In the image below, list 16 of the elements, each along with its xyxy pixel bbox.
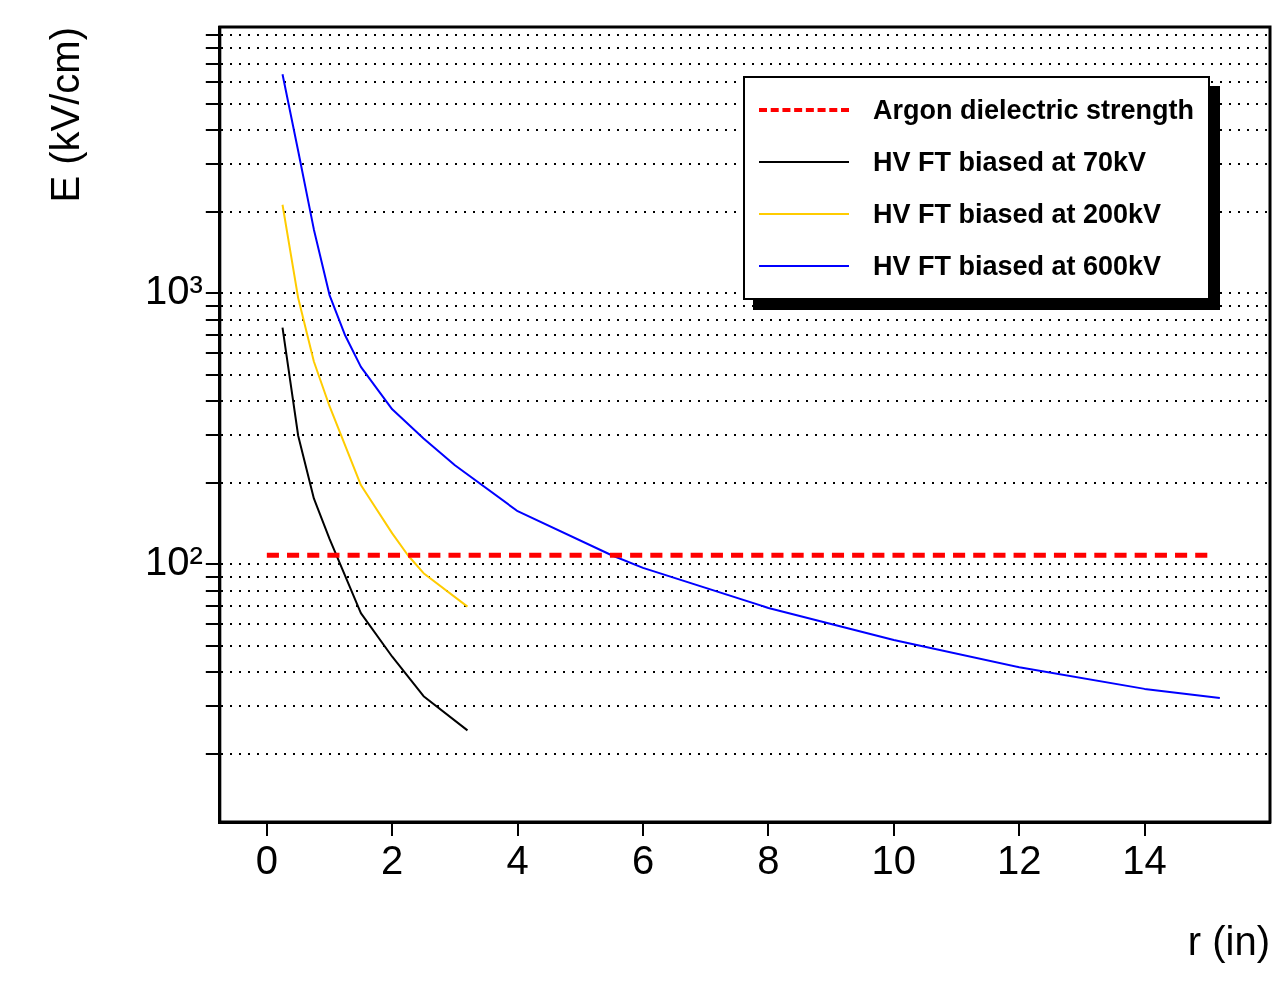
x-tick-label: 10	[871, 838, 917, 883]
legend-label: HV FT biased at 200kV	[872, 198, 1162, 230]
x-tick-label: 2	[381, 838, 404, 883]
y-tick-label: 10³	[145, 268, 203, 313]
x-tick-label: 8	[757, 838, 780, 883]
legend-label: Argon dielectric strength	[872, 94, 1194, 126]
x-tick-label: 6	[631, 838, 655, 883]
legend-label: HV FT biased at 70kV	[872, 146, 1147, 178]
y-axis-title: E (kV/cm)	[43, 27, 88, 203]
x-tick-label: 14	[1122, 838, 1167, 883]
x-tick-label: 0	[255, 838, 278, 883]
legend-label: HV FT biased at 600kV	[872, 250, 1162, 282]
x-tick-label: 12	[996, 838, 1042, 883]
y-tick-label: 10²	[145, 539, 203, 584]
x-axis-title: r (in)	[1187, 919, 1270, 964]
x-tick-label: 4	[506, 838, 529, 883]
